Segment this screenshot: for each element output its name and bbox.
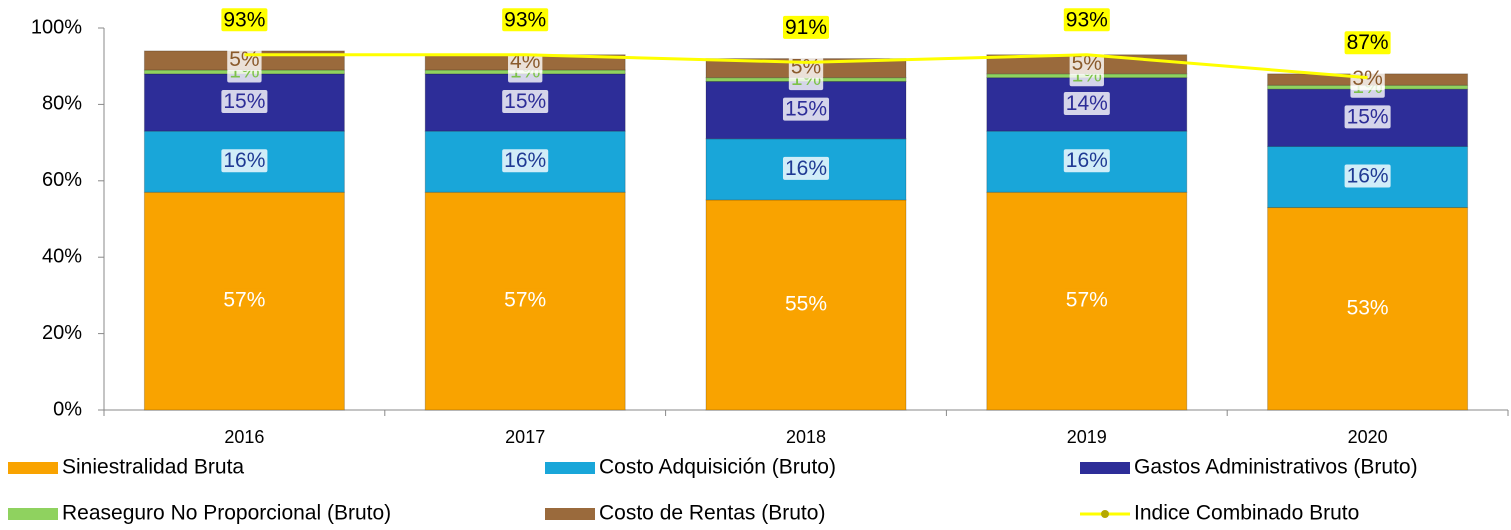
data-label-box: [1069, 51, 1104, 75]
data-label-text: 16%: [223, 149, 265, 172]
data-label-box: [1344, 105, 1391, 129]
data-label-text: 15%: [1347, 105, 1389, 128]
data-label-box: [221, 8, 268, 32]
data-label: 15%: [782, 97, 830, 121]
data-label-text: 15%: [504, 90, 546, 113]
data-label-text: 55%: [785, 292, 827, 315]
data-label-box: [502, 90, 549, 114]
data-label-text: 5%: [791, 56, 821, 79]
data-label-text: 16%: [504, 149, 546, 172]
data-label-box: [1344, 164, 1391, 188]
data-label-text: 5%: [229, 48, 259, 71]
legend-label: Siniestralidad Bruta: [62, 456, 244, 479]
data-label: 5%: [227, 48, 262, 72]
data-label: 87%: [1344, 31, 1391, 55]
data-label: 53%: [1344, 296, 1391, 320]
legend-label: Reaseguro No Proporcional (Bruto): [62, 502, 391, 525]
y-tick-label: 20%: [42, 322, 82, 344]
data-label: 15%: [221, 90, 268, 114]
data-label-text: 16%: [785, 157, 827, 180]
data-label-box: [782, 15, 830, 39]
legend-marker: [1101, 510, 1109, 518]
legend-swatch: [8, 508, 58, 520]
data-label: 14%: [1063, 91, 1110, 115]
y-tick-label: 80%: [42, 93, 82, 115]
data-label: 93%: [1063, 8, 1110, 32]
data-label: 15%: [502, 90, 549, 114]
data-label: 91%: [782, 15, 830, 39]
legend-swatch: [545, 462, 595, 474]
data-label: 16%: [1344, 164, 1391, 188]
data-label-box: [1063, 91, 1110, 115]
data-label-text: 93%: [223, 8, 265, 31]
y-tick-label: 60%: [42, 169, 82, 191]
data-label-box: [1344, 31, 1391, 55]
y-tick-label: 0%: [53, 398, 82, 420]
data-label-box: [1063, 149, 1110, 173]
data-label-text: 53%: [1347, 296, 1389, 319]
x-tick-label: 2018: [786, 427, 826, 447]
legend-swatch: [545, 508, 595, 520]
data-label-text: 5%: [1072, 52, 1102, 75]
line: [244, 53, 1368, 80]
data-label-box: [502, 8, 549, 32]
data-label: 57%: [502, 288, 549, 312]
data-label: 16%: [221, 149, 268, 173]
data-label-box: [221, 149, 268, 173]
legend-swatch: [8, 462, 58, 474]
data-label: 15%: [1344, 105, 1391, 129]
data-label: 57%: [221, 288, 268, 312]
y-tick-label: 40%: [42, 245, 82, 267]
y-tick-label: 100%: [31, 16, 82, 38]
x-tick-label: 2019: [1067, 427, 1107, 447]
legend-label: Gastos Administrativos (Bruto): [1134, 456, 1418, 479]
data-label-box: [502, 149, 549, 173]
x-tick-label: 2017: [505, 427, 545, 447]
data-label-box: [1344, 296, 1391, 320]
data-label: 5%: [1069, 51, 1104, 75]
data-label: 16%: [502, 149, 549, 173]
data-label-text: 57%: [1066, 289, 1108, 312]
legend-label: Costo Adquisición (Bruto): [599, 456, 836, 479]
data-label-box: [1350, 67, 1385, 91]
data-label: 93%: [502, 8, 549, 32]
data-label: 3%: [1350, 67, 1385, 91]
data-label-text: 91%: [785, 16, 827, 39]
legend-swatch: [1080, 462, 1130, 474]
data-label-box: [782, 292, 830, 316]
data-label-box: [221, 288, 268, 312]
data-label: 16%: [782, 156, 830, 180]
data-label-text: 15%: [785, 98, 827, 121]
data-label-text: 57%: [223, 289, 265, 312]
data-label: 93%: [221, 8, 268, 32]
legend-label: Indice Combinado Bruto: [1134, 502, 1359, 525]
data-label-box: [782, 97, 830, 121]
legend-label: Costo de Rentas (Bruto): [599, 502, 825, 525]
data-label-text: 93%: [504, 8, 546, 31]
data-label-box: [782, 156, 830, 180]
data-label: 5%: [788, 55, 824, 79]
data-label-text: 16%: [1066, 149, 1108, 172]
data-label: 16%: [1063, 149, 1110, 173]
data-label-text: 15%: [223, 90, 265, 113]
x-tick-label: 2020: [1348, 427, 1388, 447]
data-label-box: [1063, 288, 1110, 312]
x-tick-label: 2016: [224, 427, 264, 447]
data-label-text: 16%: [1347, 165, 1389, 188]
data-label-box: [1063, 8, 1110, 32]
data-label: 57%: [1063, 288, 1110, 312]
data-label: 55%: [782, 292, 830, 316]
data-label-text: 3%: [1352, 67, 1382, 90]
data-label-text: 93%: [1066, 8, 1108, 31]
data-label-text: 14%: [1066, 92, 1108, 115]
data-label-box: [502, 288, 549, 312]
data-label-text: 87%: [1347, 31, 1389, 54]
data-label-box: [221, 90, 268, 114]
data-label-text: 57%: [504, 289, 546, 312]
